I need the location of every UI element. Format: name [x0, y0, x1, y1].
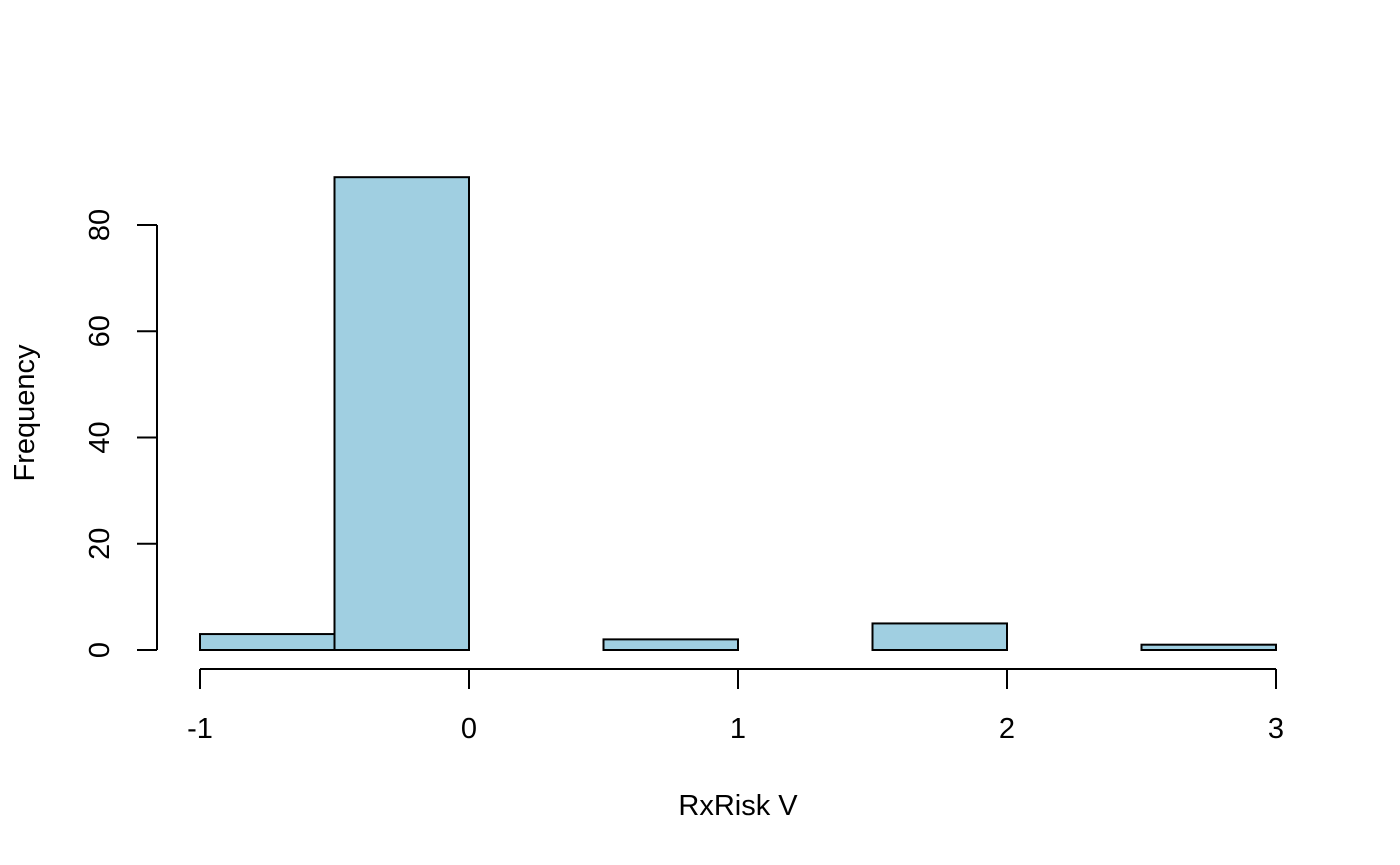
y-tick-label: 40	[84, 421, 116, 453]
x-tick-label: 0	[461, 713, 477, 745]
y-axis: 0 20 40 60 80	[84, 209, 158, 658]
bars-layer	[199, 176, 1277, 651]
histogram-bar-7	[1140, 643, 1277, 651]
histogram-bar-5	[871, 622, 1008, 651]
x-axis-title: RxRisk V	[678, 790, 798, 822]
x-tick-label: -1	[187, 713, 213, 745]
histogram-bar-0	[199, 633, 336, 651]
x-axis: -1 0 1 2 3	[187, 668, 1284, 745]
x-tick-label: 2	[999, 713, 1015, 745]
y-tick-label: 0	[84, 642, 116, 658]
y-tick-label: 60	[84, 315, 116, 347]
y-tick-label: 20	[84, 528, 116, 560]
histogram-bar-3	[602, 638, 739, 651]
x-tick-label: 3	[1268, 713, 1284, 745]
y-axis-title: Frequency	[9, 344, 41, 482]
y-tick-label: 80	[84, 209, 116, 241]
histogram-bar-1	[333, 176, 470, 651]
x-tick-label: 1	[730, 713, 746, 745]
